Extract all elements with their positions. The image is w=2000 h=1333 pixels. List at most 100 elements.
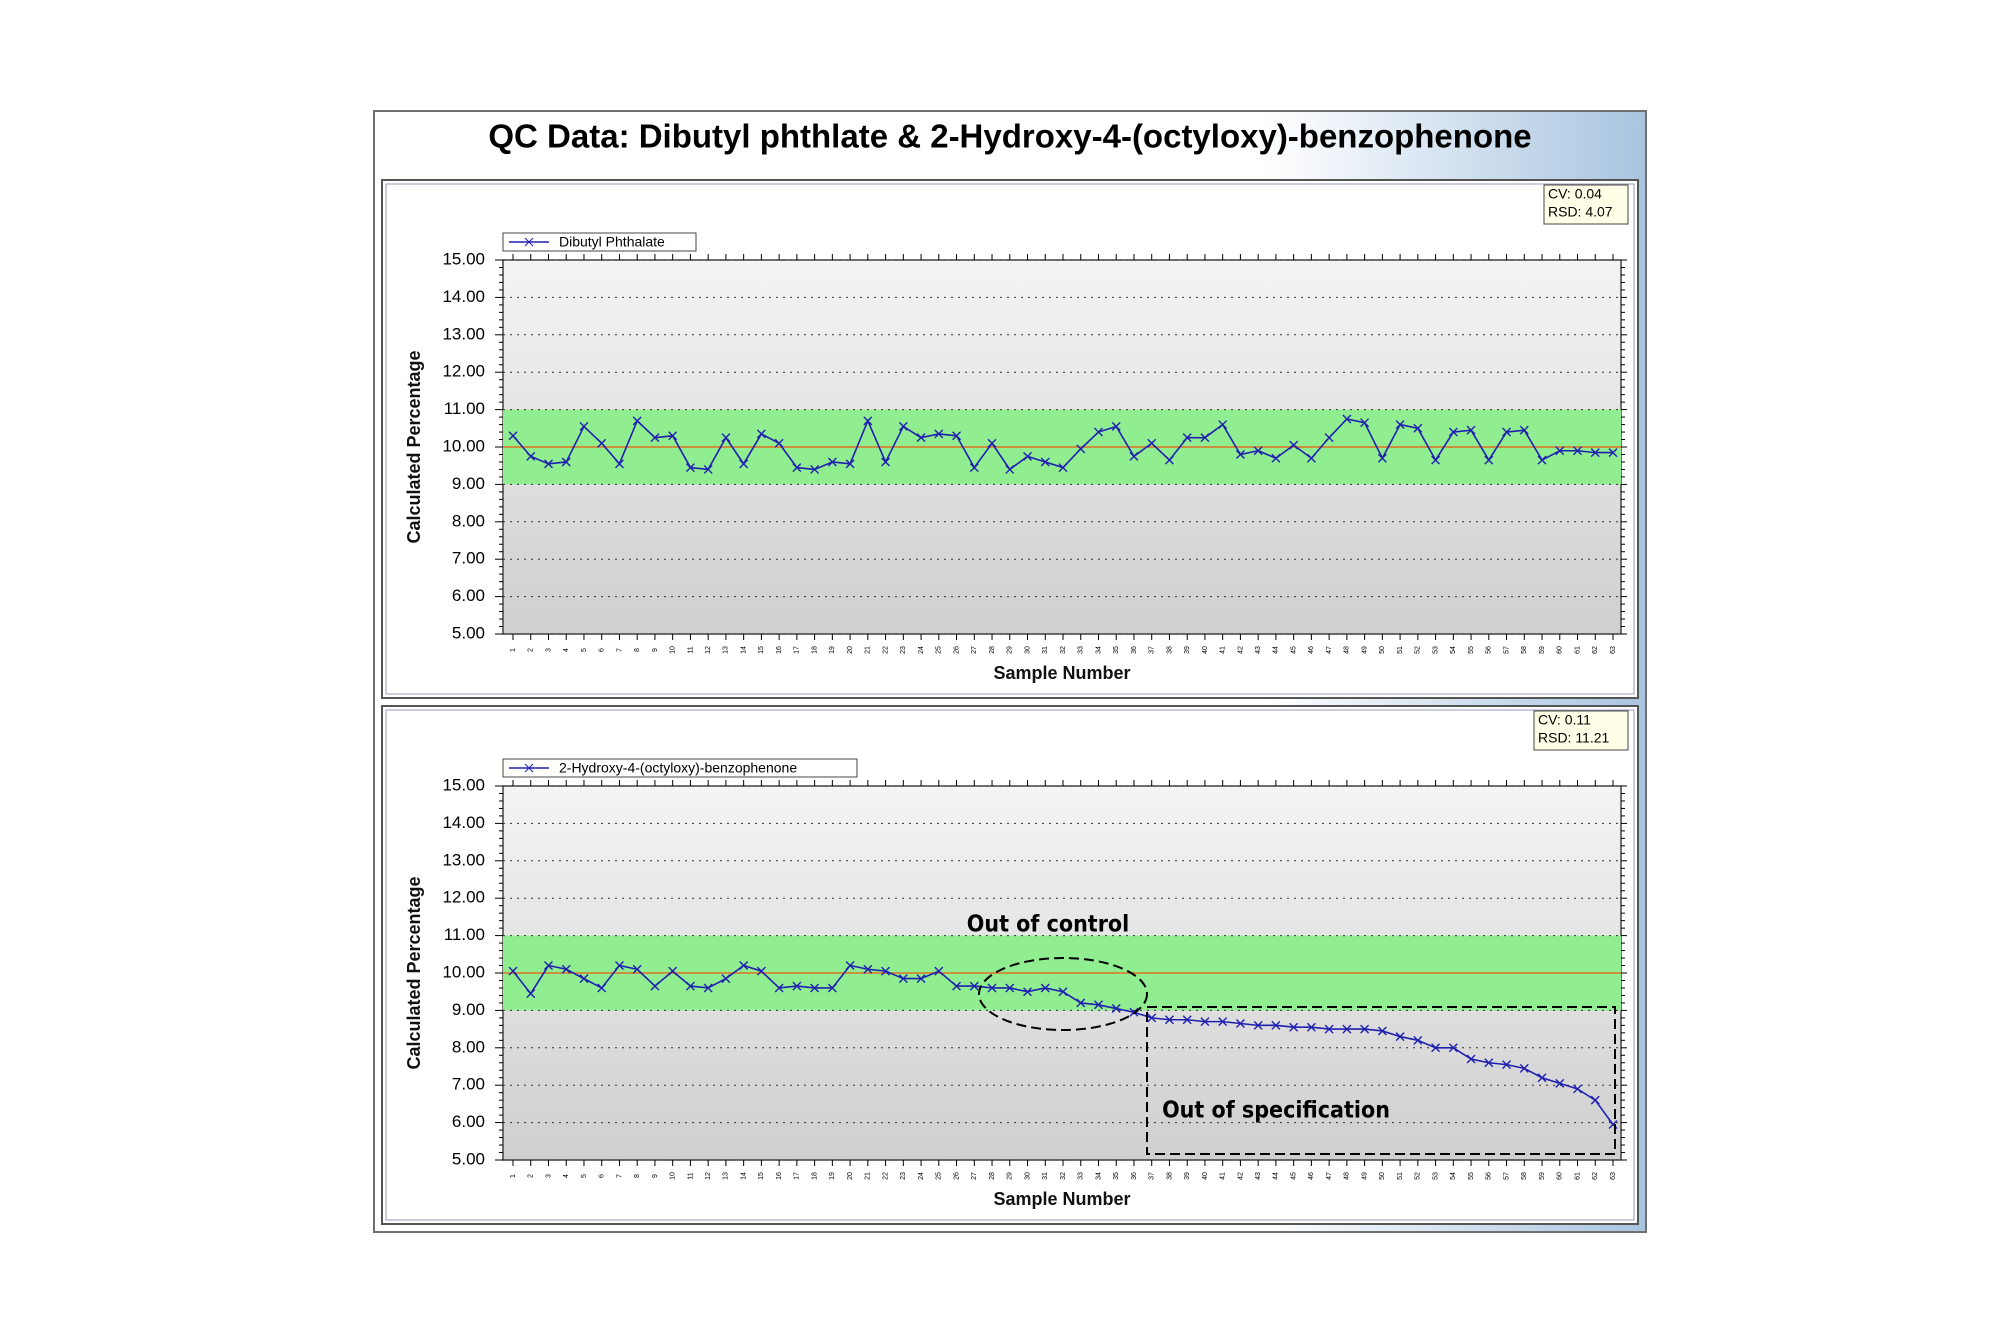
- point-marker: [934, 966, 944, 976]
- point-marker: [934, 429, 944, 439]
- legend-box: [502, 232, 697, 252]
- x-tick-label: 36: [1131, 1172, 1138, 1180]
- point-marker: [916, 974, 926, 984]
- point-marker: [863, 964, 873, 974]
- x-tick-label: 56: [1486, 646, 1493, 654]
- x-tick-label: 32: [1060, 646, 1067, 654]
- point-marker: [1590, 1095, 1600, 1105]
- point-marker: [1360, 1024, 1370, 1034]
- point-marker: [685, 981, 695, 991]
- x-tick-label: 15: [758, 646, 765, 654]
- point-marker: [597, 983, 607, 993]
- y-tick-label: 15.00: [442, 775, 485, 794]
- point-marker: [1448, 427, 1458, 437]
- point-marker: [1590, 448, 1600, 458]
- point-marker: [1005, 983, 1015, 993]
- point-marker: [721, 433, 731, 443]
- point-marker: [526, 989, 536, 999]
- x-tick-label: 47: [1326, 646, 1333, 654]
- x-tick-label: 57: [1503, 1172, 1510, 1180]
- point-marker: [792, 981, 802, 991]
- point-marker: [1431, 1043, 1441, 1053]
- y-tick-label: 8.00: [452, 1037, 485, 1056]
- y-tick-label: 6.00: [452, 1112, 485, 1131]
- x-tick-label: 38: [1166, 1172, 1173, 1180]
- x-tick-label: 35: [1113, 1172, 1120, 1180]
- y-tick-label: 12.00: [442, 888, 485, 907]
- point-marker: [526, 451, 536, 461]
- point-marker: [1058, 463, 1068, 473]
- point-marker: [650, 433, 660, 443]
- point-marker: [1076, 998, 1086, 1008]
- point-marker: [668, 431, 678, 441]
- x-tick-label: 44: [1273, 1172, 1280, 1180]
- point-marker: [561, 964, 571, 974]
- x-tick-label: 34: [1095, 1172, 1102, 1180]
- y-axis-label: Calculated Percentage: [404, 876, 424, 1069]
- y-tick-label: 15.00: [442, 249, 485, 268]
- x-tick-label: 19: [829, 646, 836, 654]
- point-marker: [1271, 453, 1281, 463]
- point-marker: [1466, 425, 1476, 435]
- point-marker: [1377, 453, 1387, 463]
- point-marker: [1200, 433, 1210, 443]
- point-marker: [756, 429, 766, 439]
- x-tick-label: 38: [1166, 646, 1173, 654]
- point-marker: [1129, 451, 1139, 461]
- x-tick-label: 34: [1095, 646, 1102, 654]
- stats-text: RSD: 11.21: [1538, 730, 1610, 746]
- y-tick-label: 13.00: [442, 850, 485, 869]
- point-marker: [1377, 1026, 1387, 1036]
- annotation: Out of control: [967, 912, 1129, 938]
- x-tick-label: 12: [705, 1172, 712, 1180]
- point-marker: [1502, 1060, 1512, 1070]
- x-tick-label: 55: [1468, 646, 1475, 654]
- x-tick-label: 61: [1574, 646, 1581, 654]
- point-marker: [1253, 1020, 1263, 1030]
- x-tick-label: 52: [1415, 646, 1422, 654]
- x-tick-label: 62: [1592, 1172, 1599, 1180]
- x-tick-label: 27: [971, 646, 978, 654]
- y-tick-label: 11.00: [444, 399, 485, 418]
- point-marker: [508, 431, 518, 441]
- x-tick-label: 62: [1592, 646, 1599, 654]
- point-marker: [1289, 440, 1299, 450]
- x-tick-label: 3: [545, 1174, 552, 1178]
- x-tick-label: 40: [1202, 1172, 1209, 1180]
- point-marker: [739, 459, 749, 469]
- x-tick-label: 46: [1308, 646, 1315, 654]
- x-tick-label: 49: [1361, 646, 1368, 654]
- point-marker: [1448, 1043, 1458, 1053]
- x-tick-label: 51: [1397, 646, 1404, 654]
- x-tick-label: 23: [900, 1172, 907, 1180]
- x-tick-label: 29: [1007, 1172, 1014, 1180]
- x-tick-label: 46: [1308, 1172, 1315, 1180]
- annotation-ellipse: [978, 957, 1148, 1031]
- x-tick-label: 27: [971, 1172, 978, 1180]
- x-tick-label: 16: [776, 1172, 783, 1180]
- x-tick-label: 7: [616, 1174, 623, 1178]
- y-axis-label: Calculated Percentage: [404, 350, 424, 543]
- x-tick-label: 36: [1131, 646, 1138, 654]
- legend-box: [502, 758, 858, 778]
- point-marker: [881, 457, 891, 467]
- point-marker: [1555, 446, 1565, 456]
- point-marker: [1093, 1000, 1103, 1010]
- x-tick-label: 31: [1042, 646, 1049, 654]
- x-tick-label: 37: [1149, 1172, 1156, 1180]
- point-marker: [685, 463, 695, 473]
- point-marker: [952, 981, 962, 991]
- x-tick-label: 19: [829, 1172, 836, 1180]
- point-marker: [1147, 1013, 1157, 1023]
- x-tick-label: 26: [953, 646, 960, 654]
- legend-marker: [524, 237, 534, 247]
- stats-box: [1533, 710, 1629, 751]
- point-marker: [543, 961, 553, 971]
- x-tick-label: 61: [1574, 1172, 1581, 1180]
- x-tick-label: 14: [740, 1172, 747, 1180]
- x-tick-label: 8: [634, 1174, 641, 1178]
- point-marker: [1413, 423, 1423, 433]
- y-tick-label: 9.00: [452, 1000, 485, 1019]
- point-marker: [632, 416, 642, 426]
- x-tick-label: 9: [652, 648, 659, 652]
